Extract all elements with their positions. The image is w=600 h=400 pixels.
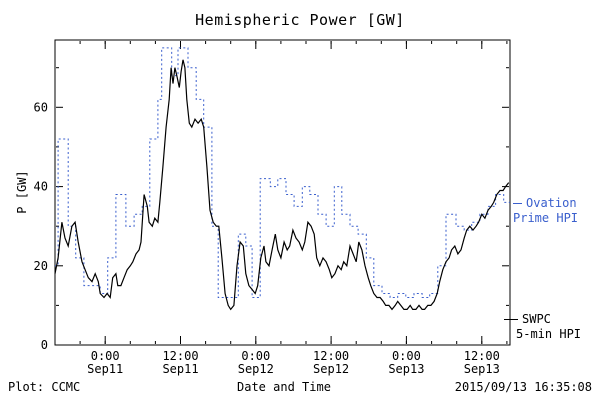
x-tick-date: Sep11 [87, 362, 123, 376]
x-tick-date: Sep13 [388, 362, 424, 376]
plot-timestamp: 2015/09/13 16:35:08 [454, 380, 592, 394]
legend-swpc: SWPC 5-min HPI [504, 312, 581, 342]
y-tick-label: 0 [41, 338, 48, 352]
y-tick-label: 60 [34, 100, 48, 114]
y-tick-label: 20 [34, 259, 48, 273]
y-tick-label: 40 [34, 180, 48, 194]
x-tick-date: Sep13 [464, 362, 500, 376]
x-tick-time: 0:00 [91, 349, 120, 363]
chart-title: Hemispheric Power [GW] [195, 11, 405, 29]
legend-swpc-row-1: SWPC [504, 312, 581, 327]
x-tick-date: Sep12 [238, 362, 274, 376]
plot-credit: Plot: CCMC [8, 380, 81, 394]
plot-border [54, 39, 511, 346]
x-tick-date: Sep11 [162, 362, 198, 376]
swpc-line [54, 59, 510, 311]
ovation-line-sample-icon [513, 203, 522, 204]
x-tick-time: 0:00 [241, 349, 270, 363]
x-tick-time: 12:00 [313, 349, 349, 363]
legend-ovation: Ovation Prime HPI [513, 196, 578, 226]
legend-swpc-label-2: 5-min HPI [516, 327, 582, 341]
x-tick-time: 12:00 [464, 349, 500, 363]
y-axis-label: P [GW] [15, 170, 29, 214]
x-tick-date: Sep12 [313, 362, 349, 376]
legend-swpc-label-1: SWPC [522, 312, 551, 326]
swpc-line-sample-icon [504, 319, 518, 320]
x-axis-label: Date and Time [237, 380, 331, 394]
legend-ovation-label-1: Ovation [526, 196, 577, 210]
ovation-line [55, 47, 510, 298]
legend-ovation-label-2: Prime HPI [513, 211, 579, 225]
x-tick-time: 12:00 [162, 349, 198, 363]
legend-ovation-row-1: Ovation [513, 196, 578, 211]
x-tick-time: 0:00 [392, 349, 421, 363]
